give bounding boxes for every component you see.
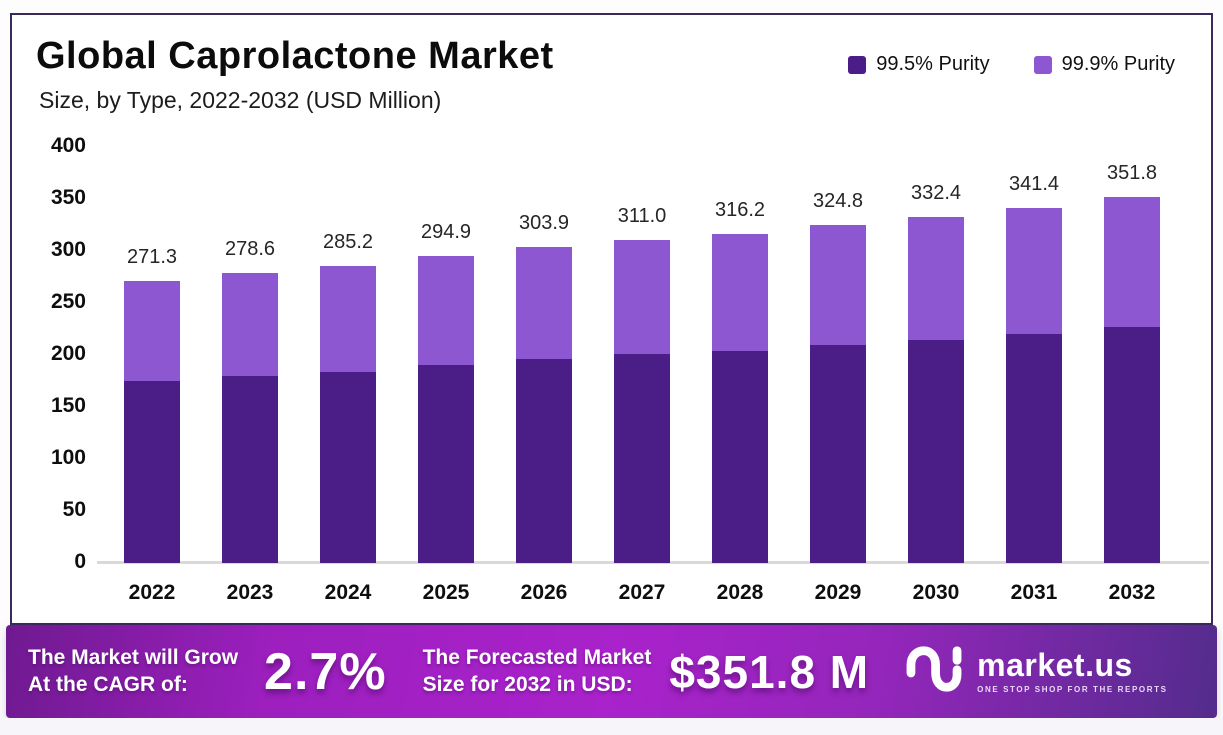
bar-value-label: 294.9 [420,221,472,244]
bar-2023: 278.6 [222,147,278,563]
segment-99-9-purity [1006,207,1062,334]
brand-tagline: ONE STOP SHOP FOR THE REPORTS [977,685,1168,694]
page-title: Global Caprolactone Market [36,35,554,77]
bottom-strip [0,718,1223,735]
x-tick-label: 2024 [324,581,372,604]
bar-value-label: 332.4 [910,182,962,205]
brand-text: market.us ONE STOP SHOP FOR THE REPORTS [977,649,1167,694]
segment-99-5-purity [712,350,768,563]
bar-value-label: 351.8 [1106,162,1158,185]
bar-2024: 285.2 [320,147,376,563]
segment-99-5-purity [614,353,670,563]
page-subtitle: Size, by Type, 2022-2032 (USD Million) [39,87,442,113]
segment-99-5-purity [908,339,964,563]
brand-name: market.us [977,647,1133,683]
bar-value-label: 303.9 [518,211,570,234]
bar-value-label: 341.4 [1008,172,1060,195]
cagr-label-line2: At the CAGR of: [28,672,188,696]
forecast-label-line2: Size for 2032 in USD: [422,672,633,696]
legend-swatch-dark [848,55,867,74]
legend-swatch-light [1033,55,1052,74]
bar-2029: 324.8 [810,147,866,563]
segment-99-9-purity [1104,197,1160,327]
x-tick-label: 2025 [422,581,470,604]
bar-value-label: 311.0 [617,204,667,227]
segment-99-5-purity [124,381,180,563]
segment-99-9-purity [418,256,474,366]
bar-2028: 316.2 [712,147,768,563]
forecast-label-line1: The Forecasted Market [422,645,652,669]
segment-99-5-purity [1006,333,1062,563]
market-us-logo-icon [903,641,965,702]
bars-area: 271.3 278.6 285.2 294.9 303.9 311.0 316.2 324.8… [124,147,1160,563]
x-tick-label: 2030 [912,581,960,604]
cagr-value: 2.7% [264,642,387,701]
segment-99-5-purity [320,371,376,563]
segment-99-9-purity [614,239,670,354]
segment-99-9-purity [712,234,768,351]
y-tick-label: 50 [62,498,86,521]
y-tick-label: 250 [50,290,86,313]
bar-value-label: 271.3 [126,245,178,268]
segment-99-5-purity [222,375,278,563]
legend: 99.5% Purity 99.9% Purity [848,53,1175,76]
x-tick-label: 2031 [1010,581,1058,604]
bar-2027: 311.0 [614,147,670,563]
y-tick-label: 100 [50,446,86,469]
segment-99-9-purity [908,217,964,340]
segment-99-9-purity [516,246,572,360]
bar-2022: 271.3 [124,147,180,563]
forecast-label: The Forecasted Market Size for 2032 in U… [423,645,652,699]
segment-99-5-purity [418,365,474,563]
x-tick-label: 2023 [226,581,274,604]
bar-value-label: 285.2 [322,231,374,254]
bar-value-label: 324.8 [812,190,864,213]
bar-value-label: 316.2 [714,199,766,222]
y-tick-label: 200 [50,342,86,365]
segment-99-5-purity [810,345,866,563]
bar-2031: 341.4 [1006,147,1062,563]
x-tick-label: 2027 [618,581,666,604]
x-tick-label: 2028 [716,581,764,604]
chart-card: Global Caprolactone Market Size, by Type… [10,13,1213,625]
legend-label: 99.9% Purity [1061,53,1175,75]
x-axis-labels: 2022 2023 2024 2025 2026 2027 2028 2029 2030 2031… [124,581,1160,605]
segment-99-9-purity [124,280,180,381]
footer-banner: The Market will Grow At the CAGR of: 2.7… [6,625,1217,718]
segment-99-9-purity [320,266,376,372]
segment-99-5-purity [516,359,572,563]
stacked-bar-chart: 0 50 100 150 200 250 300 350 400 271.3 278.6 285.2… [12,15,1215,627]
bar-value-label: 278.6 [224,238,276,261]
legend-label: 99.5% Purity [876,53,990,75]
segment-99-5-purity [1104,326,1160,563]
x-tick-label: 2032 [1108,581,1156,604]
y-tick-label: 300 [50,238,86,261]
legend-item-99-9-purity: 99.9% Purity [1033,53,1175,76]
y-tick-label: 350 [50,186,86,209]
x-tick-label: 2026 [520,581,568,604]
x-tick-label: 2029 [814,581,862,604]
bar-2026: 303.9 [516,147,572,563]
bar-2030: 332.4 [908,147,964,563]
brand-logo: market.us ONE STOP SHOP FOR THE REPORTS [903,641,1167,702]
segment-99-9-purity [810,225,866,346]
bar-2025: 294.9 [418,147,474,563]
bar-2032: 351.8 [1104,147,1160,563]
forecast-value: $351.8 M [669,645,870,698]
x-tick-label: 2022 [128,581,176,604]
legend-item-99-5-purity: 99.5% Purity [848,53,990,76]
cagr-label-line1: The Market will Grow [28,645,239,669]
y-tick-label: 400 [50,134,86,157]
cagr-label: The Market will Grow At the CAGR of: [28,645,238,699]
segment-99-9-purity [222,273,278,376]
y-tick-label: 150 [50,394,86,417]
y-tick-label: 0 [74,550,86,573]
